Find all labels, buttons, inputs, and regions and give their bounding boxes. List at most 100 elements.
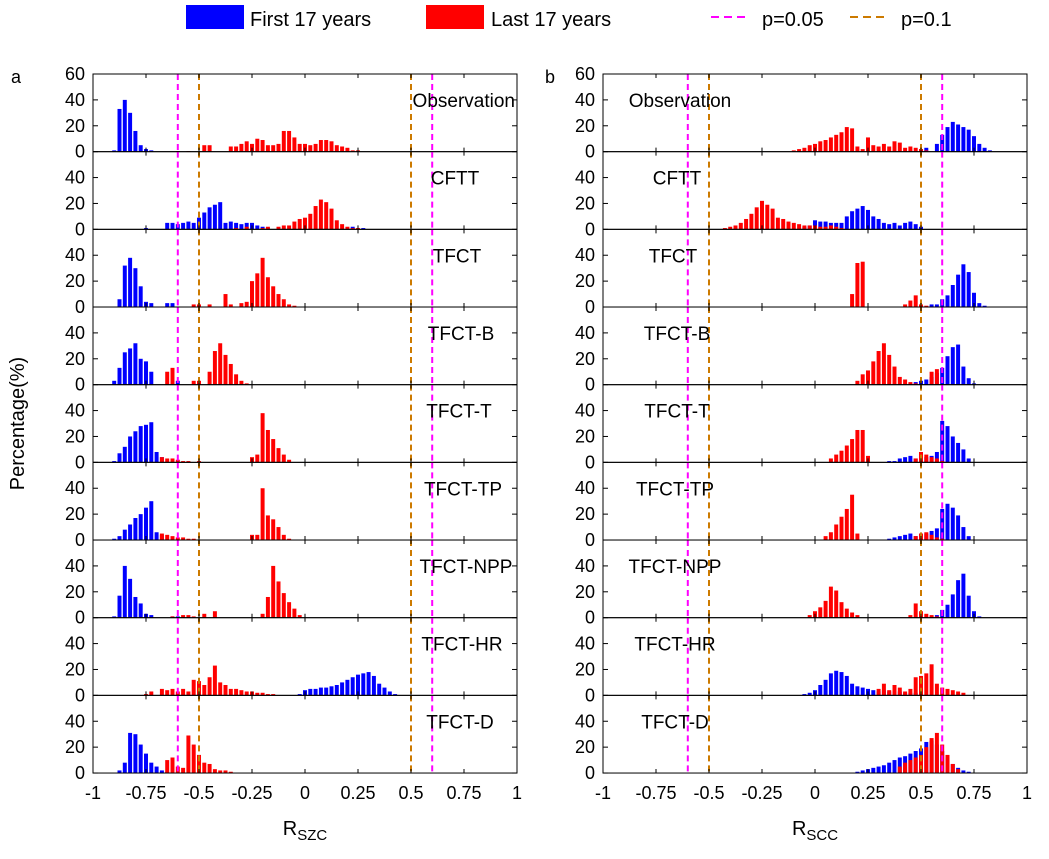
bar-first [961,527,966,541]
bar-first [924,147,929,152]
bar-first [950,121,955,152]
y-tick-label: 40 [65,323,85,343]
bar-last [271,519,276,541]
bar-last [839,132,844,152]
bar-first [908,533,913,541]
bar-first [966,129,971,152]
bar-last [170,458,175,463]
bar-first [117,367,122,385]
bar-first [133,343,138,385]
bar-last [350,150,355,152]
subplot-frame [602,694,1028,774]
bar-last [228,771,233,774]
bar-first [393,694,398,696]
legend-label: p=0.1 [901,9,952,31]
bar-last [934,732,939,774]
bar-first [961,770,966,774]
bar-last [897,142,902,152]
bar-first [844,675,849,696]
bar-last [839,516,844,541]
bar-last [292,137,297,152]
bar-last [165,690,170,696]
bar-first [850,683,855,696]
bar-first [855,686,860,696]
bar-first [956,515,961,541]
bar-last [191,380,196,385]
y-tick-label: 40 [65,245,85,265]
bar-last [181,615,186,618]
bar-first [903,457,908,463]
y-tick-label: 20 [65,504,85,524]
bar-last [844,508,849,541]
bar-first [175,616,180,618]
bar-last [908,688,913,696]
bar-last [728,226,733,230]
subplot-label: TFCT-HR [634,635,715,656]
bar-last [823,140,828,152]
y-tick-label: 20 [65,349,85,369]
bar-last [170,367,175,385]
bar-last [191,679,196,696]
bar-first [382,687,387,696]
bar-last [860,429,865,463]
panel-letter: a [11,67,22,87]
bar-first [181,222,186,230]
bar-last [181,537,186,541]
bar-last [945,754,950,774]
bar-first [207,207,212,230]
bar-last [844,127,849,152]
bar-last [961,692,966,696]
bar-last [223,294,228,307]
bar-first [945,127,950,152]
bar-last [823,226,828,230]
bar-last [950,690,955,696]
panel-a: a 0 20 40 60 Observation 0 20 40 CFTT 0 20 40 TFCT 0 20… [7,64,522,844]
bar-last [281,299,286,308]
bar-last [892,141,897,152]
x-axis-label-main: R [792,818,806,840]
bar-first [138,514,143,541]
y-tick-label: 20 [65,582,85,602]
bar-last [175,537,180,541]
y-tick-label: 0 [75,375,85,395]
bar-first [977,616,982,618]
bar-first [356,674,360,696]
bar-last [919,754,923,774]
x-tick-label: 0.5 [398,783,423,803]
bar-last [271,694,276,696]
bar-last [234,146,239,152]
bar-first [149,303,154,308]
bar-first [956,580,961,618]
bar-first [934,143,939,152]
y-tick-label: 40 [65,478,85,498]
bar-first [324,687,329,696]
bar-first [945,295,950,308]
y-tick-label: 0 [75,530,85,550]
bar-last [265,277,270,308]
bar-last [271,565,276,618]
legend-item: Last 17 years [426,5,611,31]
bar-first [308,688,313,696]
bar-first [802,694,807,696]
bar-last [287,130,292,152]
bar-last [881,343,886,385]
subplot-frame [92,151,518,230]
x-tick-label: -0.5 [183,783,214,803]
bar-first [218,202,223,230]
bar-first [112,380,117,385]
x-axis-label-sub: SZC [297,827,327,844]
bar-last [281,534,286,541]
bar-last [234,688,239,696]
bar-first [329,686,334,696]
x-tick-label: -1 [595,783,611,803]
bar-last [934,683,939,696]
bar-last [191,538,196,541]
y-tick-label: 40 [575,478,595,498]
bar-last [929,664,934,696]
bar-last [223,354,228,385]
bar-last [297,218,302,230]
bar-last [754,207,759,230]
bar-last [913,603,918,618]
bar-last [260,413,265,463]
subplot-label: CFTT [653,169,702,190]
